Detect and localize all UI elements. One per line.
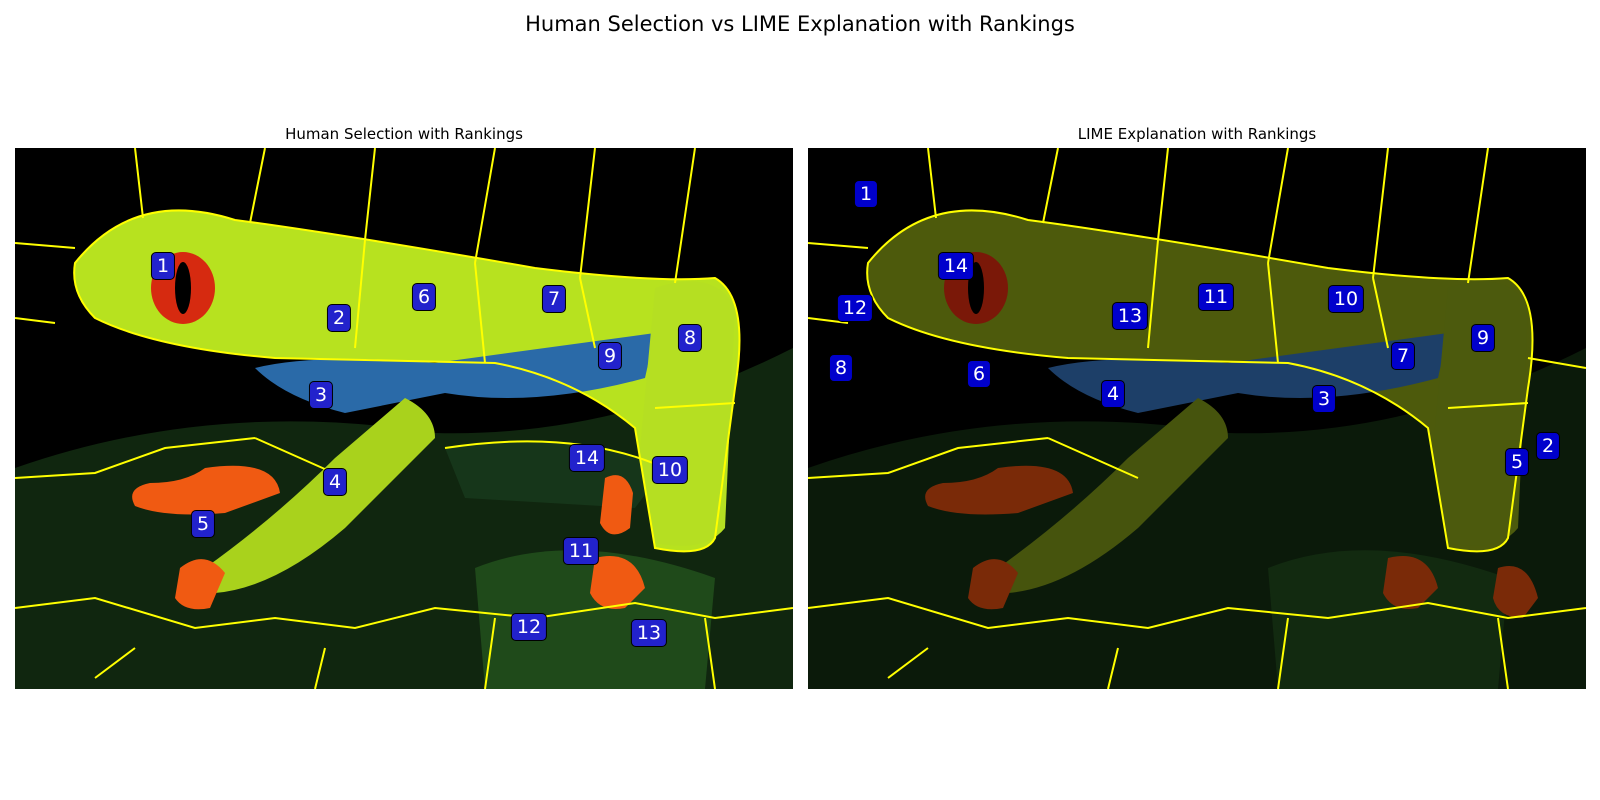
left-rank-badge-13: 13: [630, 619, 668, 647]
right-rank-badge-2: 2: [1535, 432, 1561, 460]
right-rank-badge-4: 4: [1100, 380, 1126, 408]
right-rank-badge-1: 1: [853, 180, 879, 208]
left-rank-badge-8: 8: [677, 324, 703, 352]
right-rank-badge-7: 7: [1390, 342, 1416, 370]
left-rank-badge-2: 2: [326, 304, 352, 332]
left-rank-badge-1: 1: [150, 252, 176, 280]
left-panel-title: Human Selection with Rankings: [285, 125, 523, 143]
left-rank-badge-6: 6: [411, 283, 437, 311]
figure-title: Human Selection vs LIME Explanation with…: [525, 12, 1075, 36]
right-rank-badge-6: 6: [966, 360, 992, 388]
left-rank-badge-14: 14: [568, 444, 606, 472]
left-rank-badge-5: 5: [190, 510, 216, 538]
left-rank-badge-7: 7: [541, 285, 567, 313]
right-rank-badge-5: 5: [1504, 448, 1530, 476]
frog-image-right: [808, 148, 1586, 689]
left-rank-badge-10: 10: [651, 456, 689, 484]
left-rank-badge-11: 11: [562, 537, 600, 565]
right-rank-badge-14: 14: [937, 252, 975, 280]
frog-image-left: [15, 148, 793, 689]
right-rank-badge-12: 12: [836, 294, 874, 322]
right-rank-badge-9: 9: [1470, 324, 1496, 352]
right-panel-title: LIME Explanation with Rankings: [1077, 125, 1317, 143]
left-rank-badge-12: 12: [510, 613, 548, 641]
right-rank-badge-8: 8: [828, 354, 854, 382]
left-rank-badge-9: 9: [597, 342, 623, 370]
right-rank-badge-13: 13: [1111, 302, 1149, 330]
lime-explanation-image: 1 2 3 4 5 6 7 8 9 10 11 12 13 14: [808, 148, 1586, 689]
left-rank-badge-3: 3: [308, 381, 334, 409]
right-rank-badge-11: 11: [1197, 283, 1235, 311]
right-rank-badge-3: 3: [1311, 385, 1337, 413]
human-selection-image: 1 2 3 4 5 6 7 8 9 10 11 12 13 14: [15, 148, 793, 689]
left-rank-badge-4: 4: [322, 468, 348, 496]
right-rank-badge-10: 10: [1327, 285, 1365, 313]
